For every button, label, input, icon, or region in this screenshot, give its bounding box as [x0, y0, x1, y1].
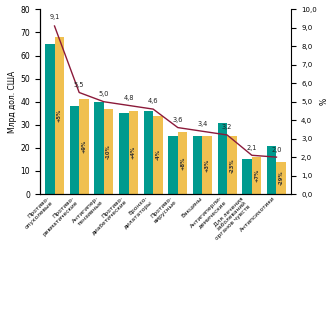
Text: 3,4: 3,4 — [197, 121, 208, 127]
Text: 5,0: 5,0 — [99, 91, 109, 97]
Удельный вес, % — [176, 126, 180, 130]
Удельный вес, % — [102, 100, 106, 104]
Text: +5%: +5% — [57, 109, 62, 122]
Bar — [79, 100, 89, 194]
Удельный вес, % — [225, 133, 229, 137]
Удельный вес, % — [201, 129, 205, 133]
Text: 2,0: 2,0 — [271, 146, 282, 152]
Text: 2,1: 2,1 — [247, 145, 257, 151]
Bar — [203, 136, 212, 194]
Text: -29%: -29% — [279, 171, 284, 185]
Удельный вес, % — [53, 24, 57, 28]
Bar — [45, 44, 55, 194]
Bar — [276, 162, 286, 194]
Bar — [193, 136, 203, 194]
Text: -4%: -4% — [155, 149, 160, 160]
Text: -23%: -23% — [229, 158, 234, 172]
Удельный вес, % — [250, 153, 254, 157]
Bar — [144, 111, 153, 194]
Bar — [70, 106, 79, 194]
Text: +9%: +9% — [81, 140, 86, 153]
Text: 9,1: 9,1 — [49, 14, 60, 20]
Bar — [227, 136, 237, 194]
Bar — [178, 132, 187, 194]
Bar — [119, 113, 128, 194]
Y-axis label: Млрд дол. США: Млрд дол. США — [9, 71, 18, 133]
Bar — [168, 136, 178, 194]
Удельный вес, % — [126, 104, 130, 107]
Text: 4,8: 4,8 — [123, 95, 134, 101]
Text: 3,6: 3,6 — [173, 117, 183, 123]
Удельный вес, % — [77, 91, 81, 95]
Y-axis label: %: % — [319, 98, 329, 105]
Text: +4%: +4% — [131, 146, 136, 159]
Bar — [153, 115, 163, 194]
Bar — [104, 109, 113, 194]
Text: 3,2: 3,2 — [222, 124, 232, 130]
Bar — [218, 122, 227, 194]
Text: +7%: +7% — [254, 169, 259, 182]
Bar — [128, 111, 138, 194]
Bar — [55, 37, 64, 194]
Text: 5,5: 5,5 — [74, 82, 84, 88]
Bar — [252, 157, 261, 194]
Bar — [242, 159, 252, 194]
Bar — [94, 102, 104, 194]
Line: Удельный вес, %: Удельный вес, % — [55, 26, 276, 157]
Удельный вес, % — [151, 107, 155, 111]
Text: +8%: +8% — [180, 156, 185, 170]
Bar — [267, 146, 276, 194]
Text: +3%: +3% — [205, 159, 210, 172]
Удельный вес, % — [274, 155, 278, 159]
Text: -10%: -10% — [106, 144, 111, 159]
Text: 4,6: 4,6 — [148, 99, 159, 105]
